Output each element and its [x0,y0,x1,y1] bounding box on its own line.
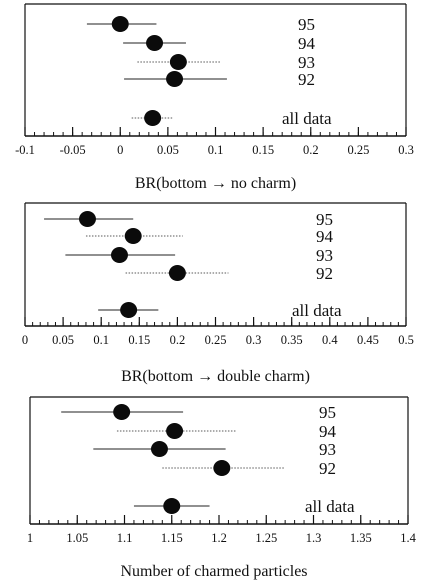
year-label: 92 [316,264,333,283]
tick-label: 0.5 [398,333,414,347]
tick-label: 1 [27,531,33,545]
tick-label: 1.05 [66,531,88,545]
all-data-label: all data [282,109,332,128]
tick-label: 0.15 [252,143,274,157]
tick-label: 1.15 [161,531,183,545]
all-data-label: all data [305,497,355,516]
data-point [163,498,181,514]
year-label: 94 [298,34,316,53]
tick-label: -0.1 [15,143,35,157]
tick-label: 0.45 [357,333,379,347]
data-point [169,54,187,70]
data-point [144,110,162,126]
tick-label: 0.05 [157,143,179,157]
tick-label: -0.05 [60,143,86,157]
data-point [168,265,186,281]
all-data-label: all data [292,301,342,320]
year-label: 93 [316,246,333,265]
year-label: 92 [319,459,336,478]
data-point [113,404,131,420]
tick-label: 0.2 [170,333,186,347]
year-label: 92 [298,70,315,89]
data-point [120,302,138,318]
data-point [110,247,128,263]
data-point [150,441,168,457]
tick-label: 0.3 [246,333,262,347]
tick-label: 1.1 [117,531,133,545]
data-point [111,16,129,32]
year-label: 93 [319,440,336,459]
x-axis-title: BR(bottom → double charm) [121,368,310,385]
tick-label: 1.25 [255,531,277,545]
data-point [146,35,164,51]
tick-label: 0.3 [398,143,414,157]
tick-label: 0.4 [322,333,338,347]
tick-label: 1.2 [211,531,227,545]
year-label: 94 [319,422,337,441]
year-label: 95 [319,403,336,422]
tick-label: 0.1 [93,333,109,347]
tick-label: 0.2 [303,143,319,157]
year-label: 94 [316,227,334,246]
tick-label: 0.05 [52,333,74,347]
tick-label: 0.25 [347,143,369,157]
tick-label: 1.35 [350,531,372,545]
x-axis-title: BR(bottom → no charm) [135,175,296,192]
tick-label: 1.4 [400,531,416,545]
tick-label: 0.1 [208,143,224,157]
tick-label: 0.25 [205,333,227,347]
data-point [213,460,231,476]
year-label: 95 [298,15,315,34]
tick-label: 0.15 [128,333,150,347]
tick-label: 0.35 [281,333,303,347]
panel-double-charm: 0 0.05 0.1 0.15 0.2 0.25 0.3 0.35 0.4 0.45 0.5 9594… [22,202,414,385]
x-axis-title: Number of charmed particles [120,563,307,580]
tick-label: 0 [22,333,28,347]
data-point [124,228,142,244]
year-label: 95 [316,210,333,229]
tick-label: 1.3 [306,531,322,545]
data-point [166,423,184,439]
year-label: 93 [298,53,315,72]
tick-label: 0 [117,143,123,157]
data-point [166,71,184,87]
data-point [78,211,96,227]
